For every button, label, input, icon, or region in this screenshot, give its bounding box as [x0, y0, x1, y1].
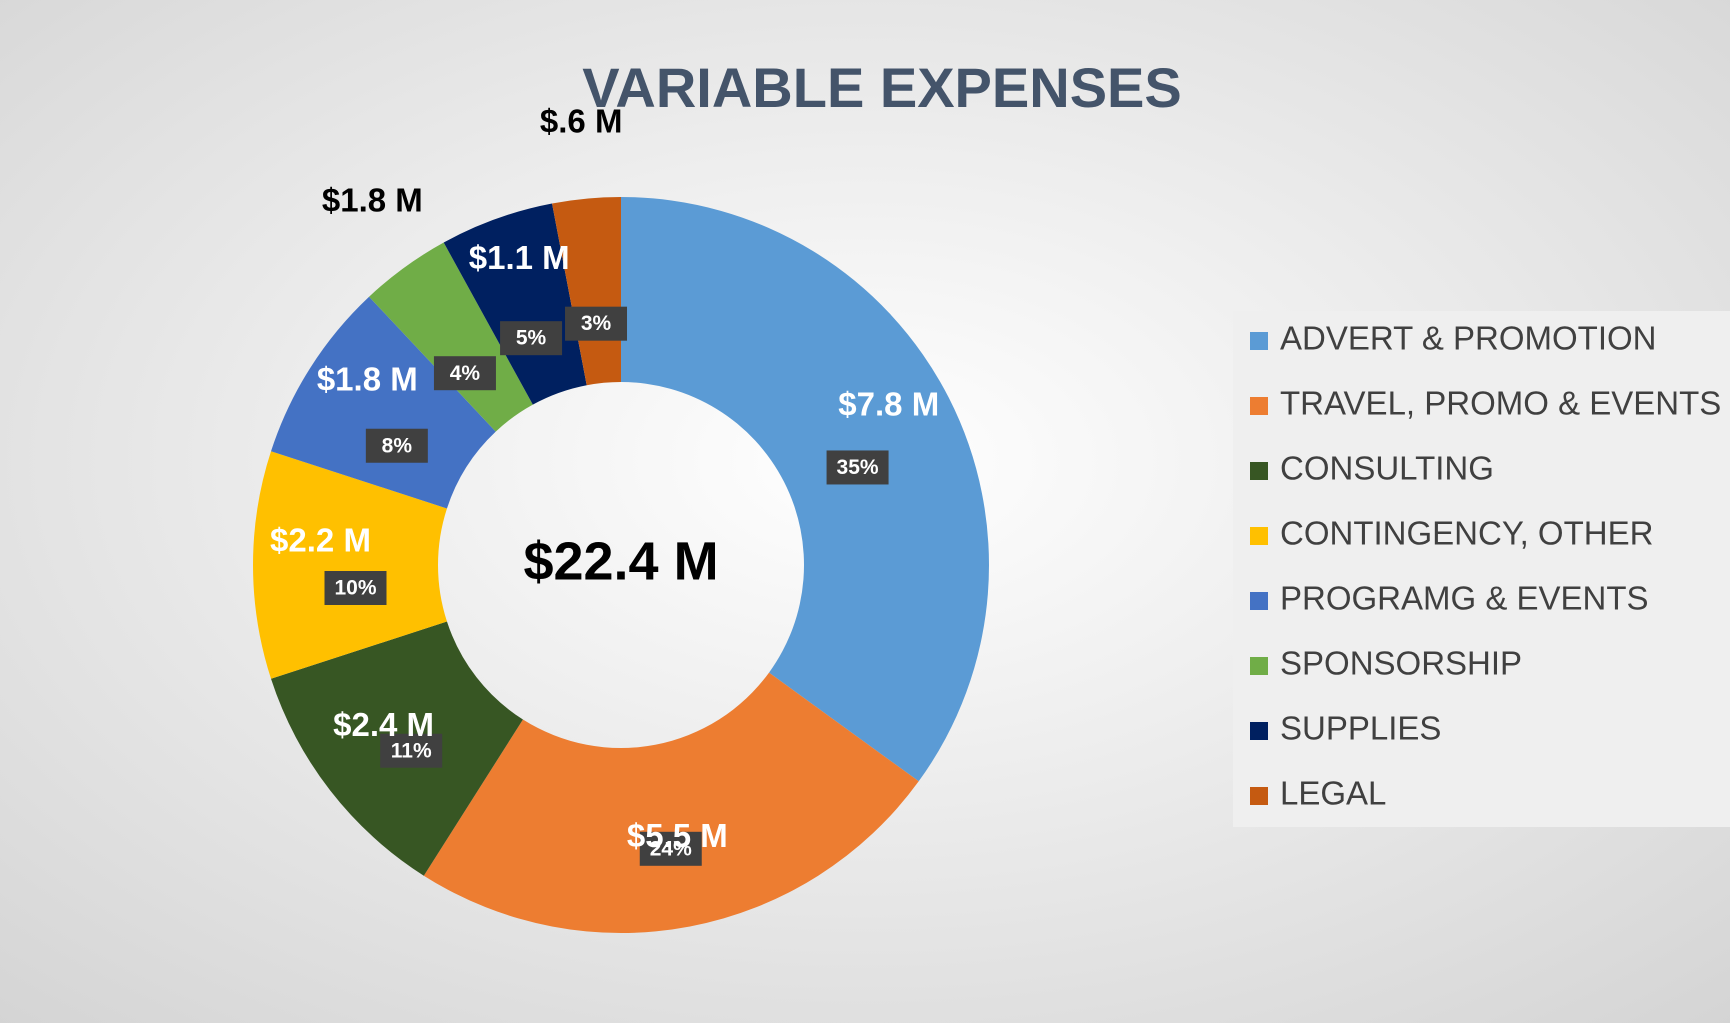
- percent-label: 11%: [391, 739, 432, 762]
- legend-swatch: [1250, 787, 1268, 805]
- legend-swatch: [1250, 332, 1268, 350]
- legend-label: ADVERT & PROMOTION: [1280, 320, 1657, 357]
- legend-box: [1233, 311, 1730, 827]
- percent-label-box: [365, 428, 428, 463]
- legend-swatch: [1250, 527, 1268, 545]
- donut-slice: [621, 197, 990, 782]
- percent-label: 35%: [837, 456, 879, 479]
- legend-swatch: [1250, 397, 1268, 415]
- percent-label-box: [433, 356, 496, 391]
- amount-label: $2.2 M: [270, 522, 371, 559]
- percent-label-box: [500, 321, 563, 356]
- amount-label: $.6 M: [540, 103, 623, 140]
- percent-label: 3%: [581, 312, 612, 335]
- amount-label: $1.8 M: [317, 361, 418, 398]
- donut-slice: [423, 672, 919, 934]
- legend-label: PROGRAMG & EVENTS: [1280, 580, 1649, 617]
- donut-slice: [271, 296, 496, 509]
- amount-label: $5.5 M: [627, 817, 728, 854]
- percent-label: 5%: [516, 327, 547, 350]
- legend-label: LEGAL: [1280, 775, 1386, 812]
- legend-swatch: [1250, 657, 1268, 675]
- amount-label: $1.1 M: [469, 239, 570, 276]
- center-label: $22.4 M: [523, 531, 718, 591]
- legend-label: CONTINGENCY, OTHER: [1280, 515, 1653, 552]
- legend-swatch: [1250, 592, 1268, 610]
- amount-label: $1.8 M: [322, 182, 423, 219]
- percent-label: 24%: [650, 837, 692, 860]
- donut-slice: [253, 451, 447, 679]
- percent-label-box: [826, 450, 889, 485]
- amount-label: $7.8 M: [838, 385, 939, 422]
- legend-swatch: [1250, 722, 1268, 740]
- percent-label-box: [380, 733, 443, 768]
- legend-label: TRAVEL, PROMO & EVENTS: [1280, 385, 1721, 422]
- amount-label: $2.4 M: [333, 706, 434, 743]
- legend-swatch: [1250, 462, 1268, 480]
- legend-label: SPONSORSHIP: [1280, 645, 1522, 682]
- legend-label: SUPPLIES: [1280, 710, 1441, 747]
- percent-label-box: [565, 306, 628, 341]
- percent-label: 8%: [382, 434, 413, 457]
- legend-label: CONSULTING: [1280, 450, 1494, 487]
- chart-title: VARIABLE EXPENSES: [582, 56, 1182, 119]
- percent-label: 10%: [334, 577, 376, 600]
- percent-label-box: [639, 831, 702, 866]
- percent-label-box: [324, 571, 387, 605]
- percent-label: 4%: [450, 362, 481, 385]
